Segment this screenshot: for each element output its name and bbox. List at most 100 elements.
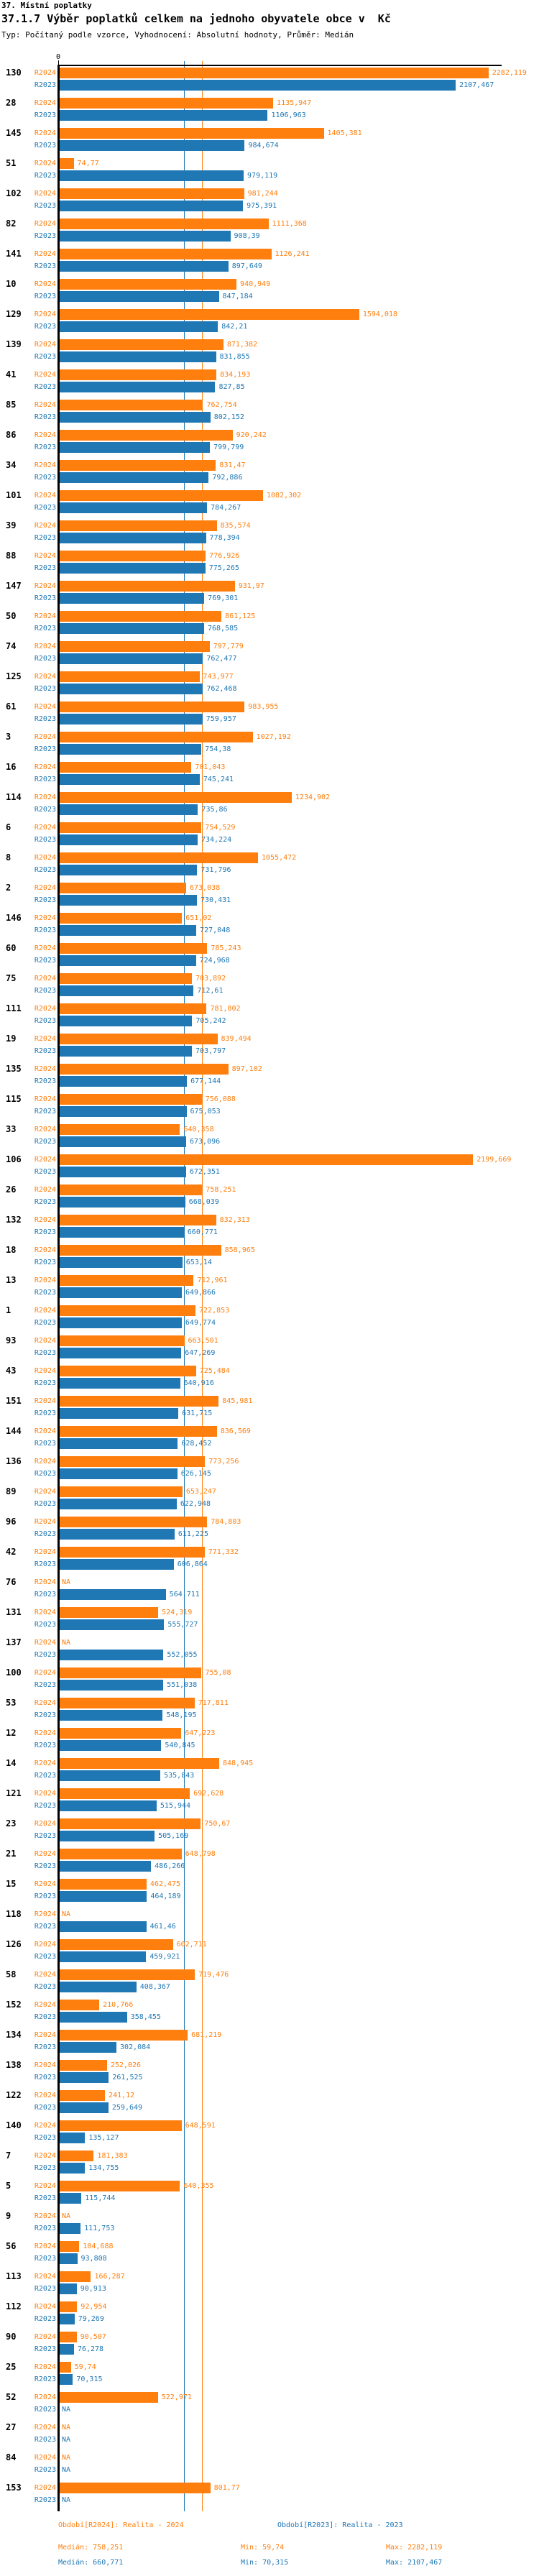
- series-label-r2024: R2024: [34, 581, 56, 590]
- row-id-label: 5: [6, 2180, 11, 2191]
- series-label-r2023: R2023: [34, 1590, 56, 1598]
- row-id-label: 42: [6, 1546, 17, 1557]
- bar-r2024: [60, 1788, 190, 1799]
- bar-r2023: [60, 1287, 182, 1298]
- bar-r2024: [60, 1003, 207, 1014]
- series-label-r2024: R2024: [34, 2030, 56, 2039]
- bar-r2023: [60, 1015, 193, 1026]
- bar-r2024: [60, 2180, 180, 2191]
- row-id-label: 115: [6, 1093, 22, 1104]
- row-id-label: 50: [6, 610, 17, 621]
- series-label-r2024: R2024: [34, 612, 56, 620]
- bar-r2023: [60, 2132, 86, 2143]
- bar-value-label: 210,766: [103, 2000, 134, 2009]
- series-label-r2024: R2024: [34, 2212, 56, 2220]
- bar-value-label: 717,811: [198, 1698, 229, 1707]
- bar-value-label: 59,74: [74, 2363, 96, 2371]
- bar-r2023: [60, 743, 202, 755]
- bar-r2024: [60, 580, 235, 592]
- bar-na-label: NA: [62, 2423, 71, 2432]
- series-label-r2023: R2023: [34, 2043, 56, 2051]
- row-id-label: 134: [6, 2029, 22, 2040]
- bar-r2023: [60, 1679, 164, 1690]
- series-label-r2023: R2023: [34, 654, 56, 663]
- bar-value-label: 799,799: [213, 443, 244, 451]
- bar-r2024: [60, 640, 210, 652]
- row-id-label: 136: [6, 1455, 22, 1466]
- row-id-label: 56: [6, 2240, 17, 2251]
- series-label-r2023: R2023: [34, 1801, 56, 1810]
- row-id-label: 102: [6, 188, 22, 198]
- series-label-r2024: R2024: [34, 1155, 56, 1164]
- bar-value-label: 769,301: [208, 594, 239, 602]
- bar-value-label: 660,771: [187, 1228, 218, 1236]
- bar-value-label: 981,244: [247, 189, 278, 198]
- series-label-r2024: R2024: [34, 280, 56, 288]
- bar-value-label: 834,193: [220, 370, 251, 379]
- bar-value-label: 653,247: [185, 1487, 216, 1496]
- series-label-r2023: R2023: [34, 1831, 56, 1840]
- series-label-r2024: R2024: [34, 1064, 56, 1073]
- median-line-r2024: [202, 61, 203, 2511]
- bar-r2024: [60, 882, 186, 893]
- series-label-r2024: R2024: [34, 68, 56, 77]
- bar-r2024: [60, 1667, 202, 1678]
- bar-value-label: 725,484: [199, 1366, 230, 1375]
- row-id-label: 18: [6, 1244, 17, 1255]
- series-label-r2023: R2023: [34, 1137, 56, 1146]
- row-id-label: 85: [6, 399, 17, 410]
- series-label-r2024: R2024: [34, 1336, 56, 1345]
- bar-value-label: 673,038: [189, 883, 221, 892]
- series-label-r2024: R2024: [34, 370, 56, 379]
- bar-value-label: 535,843: [164, 1771, 195, 1780]
- bar-value-label: 1106,963: [271, 111, 306, 119]
- bar-value-label: 462,475: [149, 1880, 181, 1888]
- series-label-r2023: R2023: [34, 503, 56, 512]
- series-label-r2023: R2023: [34, 1982, 56, 1991]
- series-label-r2024: R2024: [34, 1125, 56, 1133]
- row-id-label: 126: [6, 1938, 22, 1949]
- bar-value-label: 552,055: [167, 1650, 198, 1659]
- bar-r2024: [60, 1365, 196, 1376]
- bar-value-label: 703,892: [195, 974, 226, 983]
- series-label-r2024: R2024: [34, 642, 56, 650]
- bar-value-label: 648,798: [185, 1849, 216, 1858]
- bar-value-label: 1082,302: [267, 491, 302, 500]
- bar-na-label: NA: [62, 1910, 71, 1918]
- bar-value-label: 626,145: [180, 1469, 211, 1478]
- row-id-label: 76: [6, 1576, 17, 1587]
- row-id-label: 145: [6, 127, 22, 138]
- row-id-label: 28: [6, 97, 17, 108]
- stat-median-r2023: Medián: 660,771: [58, 2559, 124, 2567]
- row-id-label: 39: [6, 520, 17, 530]
- bar-value-label: 134,755: [88, 2163, 119, 2172]
- series-label-r2024: R2024: [34, 672, 56, 681]
- bar-r2024: [60, 731, 253, 742]
- series-label-r2023: R2023: [34, 775, 56, 783]
- bar-r2024: [60, 1546, 205, 1558]
- bar-na-label: NA: [62, 2465, 71, 2474]
- bar-r2023: [60, 1105, 187, 1117]
- bar-r2024: [60, 912, 183, 924]
- stat-max-r2024: Max: 2282,119: [386, 2544, 443, 2552]
- bar-r2024: [60, 1335, 185, 1346]
- series-label-r2023: R2023: [34, 2224, 56, 2232]
- series-label-r2023: R2023: [34, 2133, 56, 2142]
- bar-r2024: [60, 67, 489, 78]
- series-label-r2023: R2023: [34, 2254, 56, 2263]
- series-label-r2023: R2023: [34, 262, 56, 270]
- row-id-label: 7: [6, 2150, 11, 2161]
- row-id-label: 82: [6, 218, 17, 229]
- series-label-r2024: R2024: [34, 400, 56, 409]
- series-label-r2023: R2023: [34, 1530, 56, 1538]
- row-id-label: 25: [6, 2361, 17, 2372]
- bar-value-label: 722,853: [199, 1306, 230, 1315]
- series-label-r2024: R2024: [34, 1940, 56, 1949]
- bar-value-label: 649,774: [185, 1318, 216, 1327]
- bar-value-label: 762,754: [206, 400, 237, 409]
- series-label-r2023: R2023: [34, 2345, 56, 2353]
- bar-value-label: 104,688: [83, 2242, 114, 2250]
- bar-r2023: [60, 1075, 188, 1087]
- row-id-label: 100: [6, 1667, 22, 1678]
- bar-r2024: [60, 1184, 203, 1195]
